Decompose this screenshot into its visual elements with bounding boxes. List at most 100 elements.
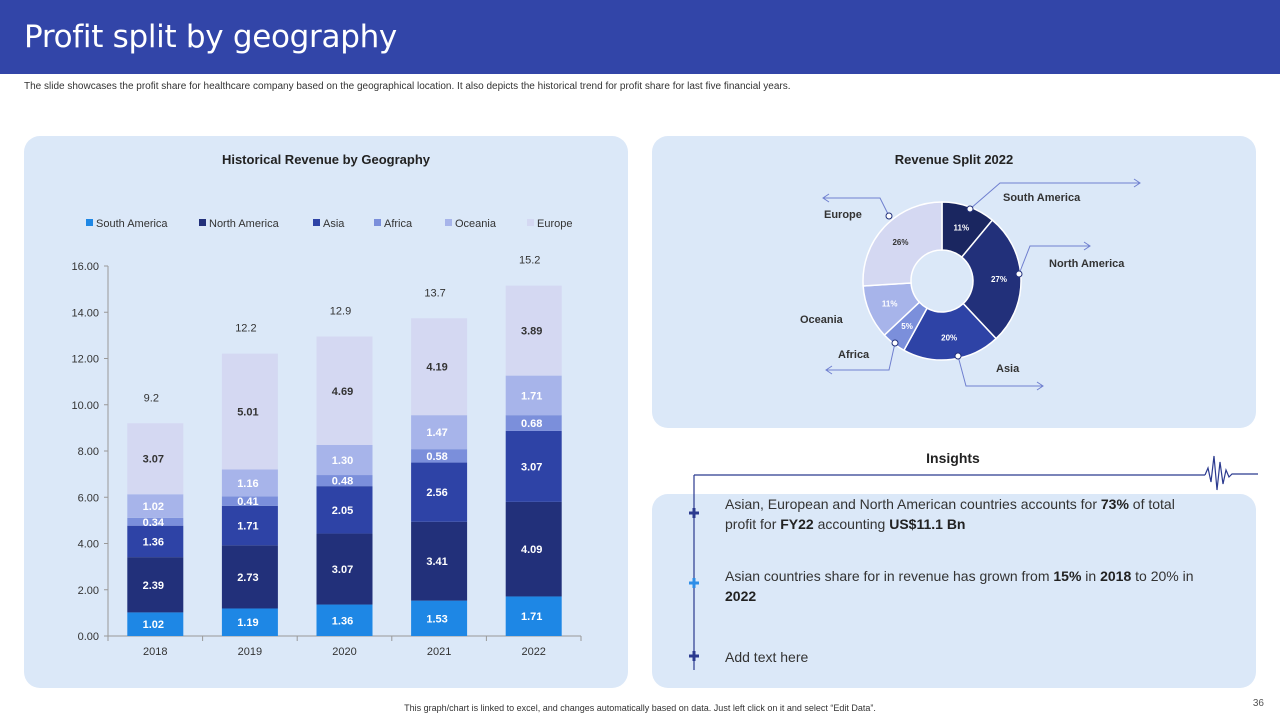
pie-callout-label: Africa: [838, 349, 870, 361]
bar-segment: [316, 604, 373, 636]
callout-dot: [891, 339, 899, 347]
bar-value-label: 3.41: [426, 556, 447, 568]
bar-segment: [221, 545, 278, 609]
callout-line: [823, 197, 890, 217]
bar-value-label: 0.68: [521, 418, 542, 430]
y-tick-label: 16.00: [71, 261, 99, 273]
arrow-icon: [822, 193, 830, 203]
bar-value-label: 1.30: [332, 455, 353, 467]
insights-title: Insights: [926, 450, 980, 466]
bar-value-label: 0.34: [143, 517, 165, 529]
bar-value-label: 0.48: [332, 476, 353, 488]
callout-dot: [954, 352, 962, 360]
legend-label: Africa: [384, 218, 413, 230]
bar-value-label: 1.36: [332, 615, 353, 627]
bar-segment: [221, 469, 278, 497]
pie-chart-panel: [652, 136, 1256, 428]
bar-segment: [505, 596, 562, 636]
x-tick-label: 2020: [332, 646, 356, 658]
bar-total-label: 12.9: [330, 306, 351, 318]
legend-swatch: [199, 219, 206, 226]
bar-value-label: 4.19: [426, 362, 447, 374]
x-tick-label: 2022: [521, 646, 545, 658]
y-tick-label: 6.00: [78, 492, 99, 504]
x-tick-label: 2019: [238, 646, 262, 658]
callout-dot: [1015, 270, 1023, 278]
bar-value-label: 2.05: [332, 505, 353, 517]
bar-segment: [411, 600, 468, 636]
insight-item[interactable]: Add text here: [725, 649, 809, 665]
bar-segment: [505, 415, 562, 431]
callout-line: [969, 182, 1140, 210]
y-tick-label: 2.00: [78, 585, 99, 597]
bar-value-label: 4.69: [332, 386, 353, 398]
page-title: Profit split by geography: [24, 19, 397, 55]
bar-value-label: 2.73: [237, 572, 258, 584]
y-tick-label: 0.00: [78, 631, 99, 643]
bar-segment: [316, 486, 373, 534]
header-bar: Profit split by geography: [0, 0, 1280, 74]
bar-total-label: 9.2: [144, 392, 159, 404]
bar-segment: [127, 557, 184, 613]
legend-swatch: [374, 219, 381, 226]
bar-value-label: 3.07: [521, 461, 542, 473]
plus-icon: [689, 578, 699, 588]
footer-note: This graph/chart is linked to excel, and…: [404, 703, 876, 713]
pie-slice: [862, 201, 943, 287]
bar-value-label: 4.09: [521, 544, 542, 556]
bar-segment: [505, 501, 562, 597]
bar-value-label: 1.16: [237, 478, 258, 490]
bar-value-label: 1.71: [521, 390, 542, 402]
legend-label: South America: [96, 218, 168, 230]
pie-slice-label: 11%: [954, 223, 970, 232]
pie-callout-label: North America: [1049, 258, 1125, 270]
bar-value-label: 1.02: [143, 619, 164, 631]
bar-value-label: 1.47: [426, 427, 447, 439]
pie-slice: [960, 219, 1022, 340]
y-tick-label: 10.00: [71, 400, 99, 412]
bar-segment: [411, 521, 468, 601]
callout-dot: [885, 212, 893, 220]
bar-segment: [127, 525, 184, 558]
pie-callout-label: Asia: [996, 363, 1020, 375]
pie-slice: [902, 302, 998, 361]
bar-total-label: 15.2: [519, 255, 540, 267]
y-tick-label: 12.00: [71, 354, 99, 366]
bar-chart-title: Historical Revenue by Geography: [221, 152, 431, 167]
bar-segment: [221, 608, 278, 636]
page-number: 36: [1252, 698, 1264, 709]
bar-segment: [505, 430, 562, 502]
pie-slice-label: 20%: [941, 334, 957, 343]
bar-segment: [505, 375, 562, 416]
bar-segment: [316, 533, 373, 605]
arrow-icon: [1036, 381, 1044, 391]
arrow-icon: [1083, 241, 1091, 251]
pie-slice-label: 5%: [901, 322, 913, 331]
legend-swatch: [86, 219, 93, 226]
bar-segment: [411, 462, 468, 522]
heartbeat-icon: [1204, 455, 1258, 491]
bar-value-label: 1.36: [143, 536, 164, 548]
bar-segment: [127, 517, 184, 526]
y-tick-label: 4.00: [78, 539, 99, 551]
callout-line: [826, 342, 896, 371]
bar-value-label: 1.71: [237, 521, 258, 533]
y-tick-label: 8.00: [78, 446, 99, 458]
plus-icon: [689, 651, 699, 661]
arrow-icon: [825, 365, 833, 375]
bar-total-label: 12.2: [235, 323, 256, 335]
bar-value-label: 3.89: [521, 326, 542, 338]
pie-slice-label: 26%: [892, 238, 908, 247]
legend-swatch: [445, 219, 452, 226]
bar-segment: [127, 612, 184, 636]
slide-description: The slide showcases the profit share for…: [24, 81, 791, 92]
bar-value-label: 3.07: [332, 564, 353, 576]
bar-segment: [221, 505, 278, 546]
bar-segment: [316, 336, 373, 445]
arrow-icon: [1133, 178, 1141, 188]
bar-value-label: 5.01: [237, 407, 258, 419]
bar-value-label: 2.39: [143, 580, 164, 592]
